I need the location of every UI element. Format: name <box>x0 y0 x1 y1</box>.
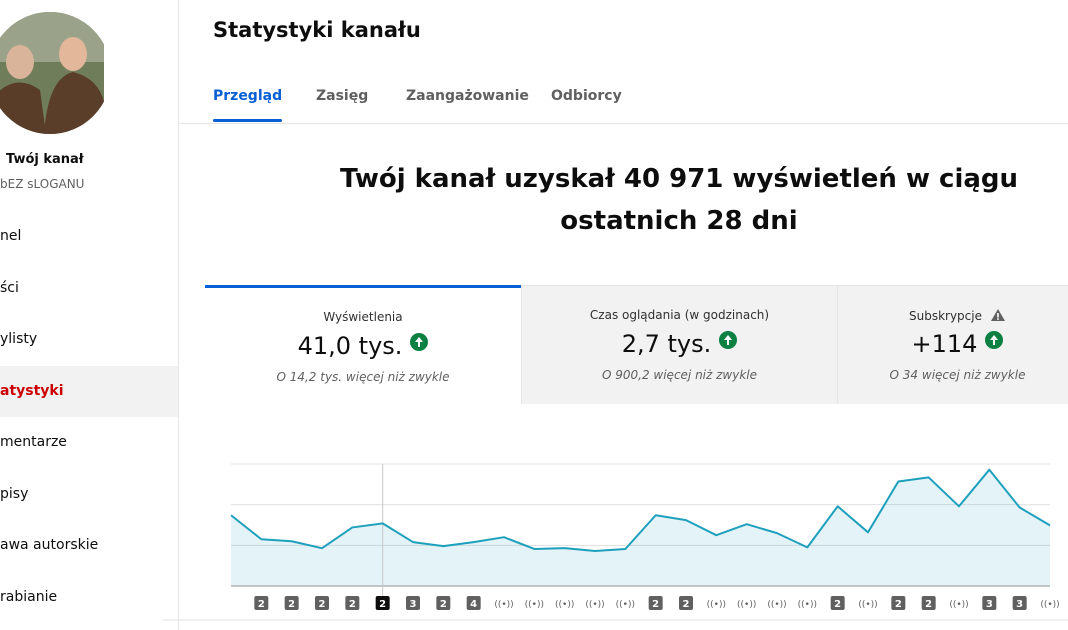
up-arrow-icon <box>719 331 738 349</box>
live-marker-label: ((•)) <box>525 600 544 610</box>
video-marker[interactable] <box>648 596 663 610</box>
video-marker-label: 2 <box>379 599 386 610</box>
side-menu-item[interactable]: ści <box>0 279 19 296</box>
live-marker-label: ((•)) <box>555 600 574 610</box>
live-marker-label: ((•)) <box>707 600 726 610</box>
card-label-row: Wyświetlenia <box>205 310 521 326</box>
tab[interactable]: Zaangażowanie <box>406 88 529 104</box>
page-title: Statystyki kanału <box>213 18 421 42</box>
metric-card[interactable]: Wyświetlenia 41,0 tys. O 14,2 tys. więcej … <box>205 285 521 404</box>
side-menu-item[interactable]: atystyki <box>0 365 178 417</box>
video-marker-label: 3 <box>1016 599 1023 610</box>
tabs-divider <box>179 123 1068 124</box>
video-marker-label: 2 <box>895 599 902 610</box>
tab[interactable]: Odbiorcy <box>551 88 622 104</box>
video-marker-label: 2 <box>834 599 841 610</box>
video-marker[interactable] <box>345 596 360 610</box>
card-note: O 34 więcej niż zwykle <box>889 368 1026 382</box>
video-marker-label: 2 <box>258 599 265 610</box>
video-marker[interactable] <box>830 596 845 610</box>
metric-card[interactable]: Subskrypcje +114 O 34 więcej niż zwykle <box>837 285 1068 404</box>
video-marker[interactable] <box>1012 596 1027 610</box>
side-menu-item[interactable]: rabianie <box>0 588 58 605</box>
warning-icon[interactable] <box>990 308 1006 322</box>
card-value: 41,0 tys. <box>297 332 403 360</box>
card-value-row: 41,0 tys. <box>205 332 521 362</box>
video-marker[interactable] <box>406 596 420 610</box>
video-marker[interactable] <box>315 596 329 610</box>
video-marker[interactable] <box>284 596 299 610</box>
headline: Twój kanał uzyskał 40 971 wyświetleń w c… <box>339 164 1019 236</box>
side-menu-item[interactable]: ylisty <box>0 331 38 347</box>
card-value-row: +114 <box>838 330 1068 360</box>
card-label: Wyświetlenia <box>323 310 403 324</box>
card-label: Subskrypcje <box>908 309 982 323</box>
tab-indicator <box>213 119 283 122</box>
line <box>230 468 1051 553</box>
video-marker-label: 2 <box>683 599 690 610</box>
live-marker-label: ((•)) <box>858 600 877 610</box>
live-marker-label: ((•)) <box>494 600 513 610</box>
card-value-row: 2,7 tys. <box>522 330 837 360</box>
card-value: 2,7 tys. <box>621 330 712 358</box>
channel-name: Twój kanał <box>6 152 84 167</box>
video-marker-label: 3 <box>410 599 417 610</box>
video-marker-label: 3 <box>986 599 993 610</box>
video-marker[interactable] <box>982 596 997 610</box>
card-value: +114 <box>911 330 978 358</box>
up-arrow-icon <box>985 331 1004 349</box>
video-marker-label: 2 <box>925 599 932 610</box>
metric-card[interactable]: Czas oglądania (w godzinach) 2,7 tys. O 90… <box>521 285 837 404</box>
live-marker-label: ((•)) <box>1040 600 1059 610</box>
video-marker[interactable] <box>921 596 936 610</box>
side-menu-item[interactable]: mentarze <box>0 434 67 450</box>
video-marker[interactable] <box>679 596 693 610</box>
area <box>231 469 1050 586</box>
live-marker-label: ((•)) <box>949 600 968 610</box>
video-marker-label: 2 <box>288 599 295 610</box>
video-marker[interactable] <box>375 596 390 610</box>
sidebar: Twój kanał bEZ sLOGANU nel ści ylisty atyst… <box>0 0 179 630</box>
video-marker[interactable] <box>254 596 269 610</box>
live-marker-label: ((•)) <box>737 600 756 610</box>
live-marker-label: ((•)) <box>767 600 786 610</box>
live-marker-label: ((•)) <box>798 600 817 610</box>
video-marker-label: 2 <box>652 599 659 610</box>
video-marker[interactable] <box>466 596 481 610</box>
side-menu-item[interactable]: nel <box>0 228 22 244</box>
video-marker-label: 2 <box>319 599 326 610</box>
live-marker-label: ((•)) <box>585 600 604 610</box>
card-note: O 14,2 tys. więcej niż zwykle <box>276 370 450 384</box>
tab[interactable]: Zasięg <box>316 88 369 104</box>
avatar[interactable] <box>0 12 104 134</box>
side-menu-item[interactable]: pisy <box>0 485 29 502</box>
card-label-row: Czas oglądania (w godzinach) <box>522 308 837 324</box>
card-note: O 900,2 więcej niż zwykle <box>601 368 758 382</box>
up-arrow-icon <box>410 333 429 351</box>
side-menu-item[interactable]: awa autorskie <box>0 537 99 553</box>
video-marker[interactable] <box>436 596 451 610</box>
live-marker-label: ((•)) <box>616 600 635 610</box>
card-label: Czas oglądania (w godzinach) <box>589 308 770 322</box>
video-marker-label: 2 <box>440 599 447 610</box>
video-marker-label: 2 <box>349 599 356 610</box>
video-marker-label: 4 <box>470 599 477 610</box>
video-marker[interactable] <box>891 596 906 610</box>
channel-slogan: bEZ sLOGANU <box>0 177 85 191</box>
card-label-row: Subskrypcje <box>838 308 1068 324</box>
tab[interactable]: Przegląd <box>213 88 283 104</box>
